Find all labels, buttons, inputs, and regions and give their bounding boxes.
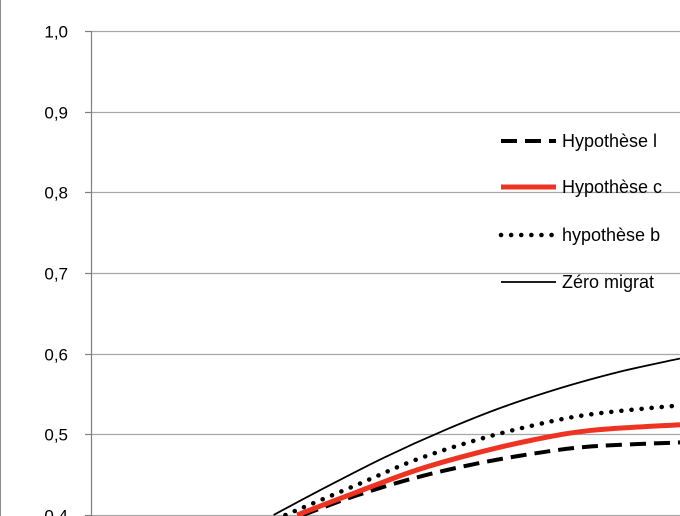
y-tick-label: 0,5 xyxy=(44,426,68,445)
y-tick-label: 1,0 xyxy=(44,23,68,42)
y-tick-label: 0,4 xyxy=(44,507,68,516)
series-line-1 xyxy=(302,440,680,516)
legend-label-2: Hypothèse c xyxy=(562,177,662,197)
series-line-4 xyxy=(273,357,680,516)
y-tick-label: 0,9 xyxy=(44,104,68,123)
legend-label-3: hypothèse b xyxy=(562,225,660,245)
legend-label-1: Hypothèse l xyxy=(562,131,657,151)
y-tick-label: 0,8 xyxy=(44,184,68,203)
y-tick-label: 0,6 xyxy=(44,346,68,365)
series-line-2 xyxy=(296,422,680,516)
legend: Hypothèse l Hypothèse c hypothèse b Zéro mi… xyxy=(498,131,662,292)
y-tick-labels: 1,0 0,9 0,8 0,7 0,6 0,5 0,4 xyxy=(44,23,68,516)
legend-label-4: Zéro migrat xyxy=(562,272,654,292)
y-tick-label: 0,7 xyxy=(44,265,68,284)
series-line-3 xyxy=(283,403,680,516)
series-lines xyxy=(273,357,680,516)
